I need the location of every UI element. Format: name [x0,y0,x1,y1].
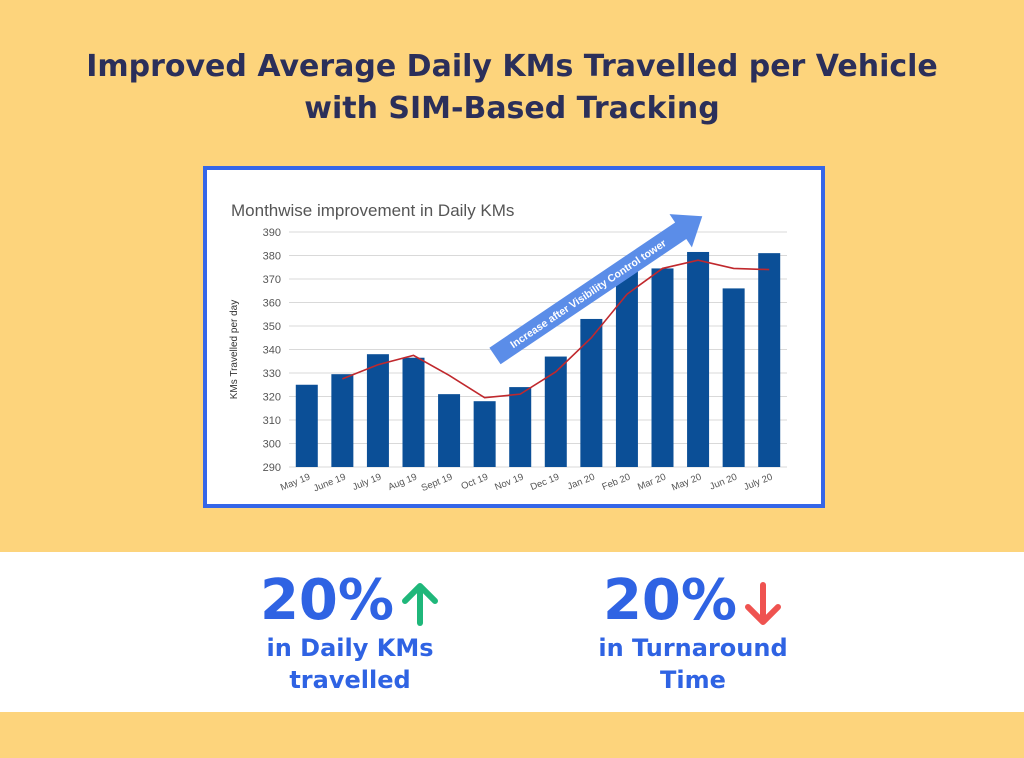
x-tick-label: Jan 20 [566,472,597,493]
bar [331,374,354,467]
x-tick-label: July 19 [351,472,383,493]
bar-chart: Monthwise improvement in Daily KMs 290 300… [229,201,787,495]
x-tick-label: Mar 20 [636,472,668,493]
bar [366,354,389,467]
x-tick-label: Nov 19 [493,472,525,493]
chart-frame: Monthwise improvement in Daily KMs 290 300… [203,166,825,508]
y-tick-label: 350 [263,321,281,333]
bar [651,268,674,467]
x-tick-label: Sept 19 [420,472,454,494]
y-tick-label: 370 [263,274,281,286]
headline-line-2: with SIM-Based Tracking [304,91,720,126]
headline: Improved Average Daily KMs Travelled per… [0,46,1024,130]
y-tick-label: 340 [263,345,281,357]
stat-daily-kms-value: 20% [259,568,395,633]
stat-turnaround-label-1: in Turnaround [598,634,788,662]
y-tick-label: 310 [263,415,281,427]
bar [402,357,425,467]
y-tick-label: 380 [263,251,281,263]
bar [580,318,603,467]
x-tick-label: Feb 20 [601,472,633,493]
x-tick-label: Oct 19 [460,472,490,493]
y-tick-label: 330 [263,368,281,380]
x-tick-label: Aug 19 [387,472,419,493]
stat-turnaround-time: 20% in Turnaround Time [578,570,808,696]
trend-line [342,259,770,399]
stat-daily-kms: 20% in Daily KMs travelled [245,570,455,696]
x-tick-label: June 19 [312,472,347,495]
stat-turnaround-value: 20% [602,568,738,633]
y-tick-label: 290 [263,462,281,474]
annotation-arrow-shape [489,214,703,365]
stat-turnaround-label-2: Time [660,666,726,694]
bottom-background-band [0,712,1024,758]
x-tick-label: Dec 19 [529,472,561,493]
x-tick-label: Jun 20 [708,472,739,493]
x-tick-label: May 20 [670,472,703,494]
arrow-up-icon [402,582,439,626]
bar [509,387,532,467]
y-tick-label: 300 [263,439,281,451]
bar [473,401,496,467]
bar [687,251,710,467]
y-axis-label: KMs Travelled per day [229,300,240,400]
stat-daily-kms-label-1: in Daily KMs [266,634,434,662]
bar [722,288,745,467]
bar [758,253,781,467]
y-tick-label: 320 [263,392,281,404]
y-tick-label: 390 [263,227,281,239]
arrow-down-icon [745,581,782,625]
bar [544,356,567,467]
bar [438,394,461,467]
y-tick-label: 360 [263,298,281,310]
x-tick-label: May 19 [279,472,312,494]
chart-title: Monthwise improvement in Daily KMs [231,201,514,220]
bar [295,384,318,467]
x-tick-label: July 20 [742,472,774,493]
stat-daily-kms-label-2: travelled [289,666,411,694]
headline-line-1: Improved Average Daily KMs Travelled per… [86,49,938,84]
bar [615,269,638,467]
